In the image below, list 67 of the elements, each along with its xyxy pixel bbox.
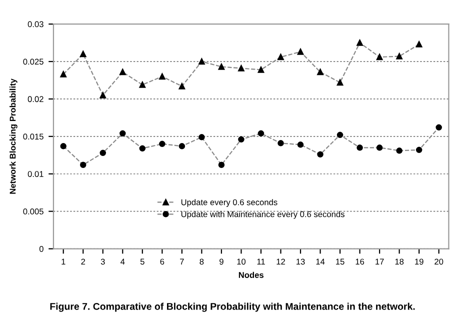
x-tick-label: 9 [220,258,224,265]
point [120,68,126,76]
point [198,134,205,140]
point [376,54,383,60]
point [100,150,106,156]
point [80,50,86,58]
y-tick-label: 0.025 [23,58,44,65]
point [139,145,146,152]
x-tick-label: 19 [415,258,424,265]
y-axis-title: Network Blocking Probability [10,78,18,194]
x-tick-label: 4 [120,258,125,265]
point [416,41,422,48]
point [356,144,363,151]
point [139,82,146,88]
point [198,58,205,65]
point [120,130,126,137]
text: Figure 7. Comparative of Blocking Probability with Maintenance in the network. [50,302,415,312]
point [278,140,284,146]
x-axis-title: Nodes [238,272,264,278]
point [159,140,166,148]
point [278,54,284,60]
point [416,146,422,154]
point [218,162,225,168]
x-tick-label: 14 [316,258,325,265]
x-tick-label: 11 [257,258,265,265]
x-tick-label: 1 [62,258,66,265]
y-tick-label: 0.005 [23,208,44,214]
x-tick-label: 20 [434,258,444,265]
point [60,143,66,150]
point [178,83,186,90]
point [317,151,324,158]
point [100,92,106,98]
point [396,148,402,154]
x-tick-label: 5 [140,258,144,265]
point [159,73,166,80]
x-tick-label: 12 [276,258,285,265]
point [258,130,264,137]
point [297,142,304,148]
x-tick-label: 13 [296,258,305,265]
point [336,132,344,138]
point [178,143,186,150]
point [436,124,442,131]
x-tick-label: 8 [200,258,204,265]
x-tick-label: 10 [237,258,246,265]
legend-label: Update every 0.6 seconds [181,199,278,207]
x-tick-label: 18 [395,258,404,265]
point [317,68,324,76]
y-tick-label: 0.015 [23,134,44,140]
x-tick-label: 16 [356,258,364,265]
y-tick-label: 0.01 [28,171,44,177]
point [376,144,383,151]
x-tick-label: 3 [100,258,105,265]
y-tick-label: 0.02 [28,96,44,102]
x-tick-label: 6 [160,258,164,265]
point [258,66,264,73]
point [218,64,225,70]
x-tick-label: 15 [336,258,344,265]
y-tick-label: 0.03 [28,21,44,28]
x-tick-label: 2 [81,258,86,265]
legend-label: Update with Maintenance every 0.6 seconds [181,211,344,219]
x-tick-label: 7 [180,258,184,265]
y-tick-label: 0 [39,246,44,252]
point [80,162,86,168]
point [297,48,304,55]
point [238,136,244,143]
point [336,79,344,86]
x-tick-label: 17 [376,258,384,265]
